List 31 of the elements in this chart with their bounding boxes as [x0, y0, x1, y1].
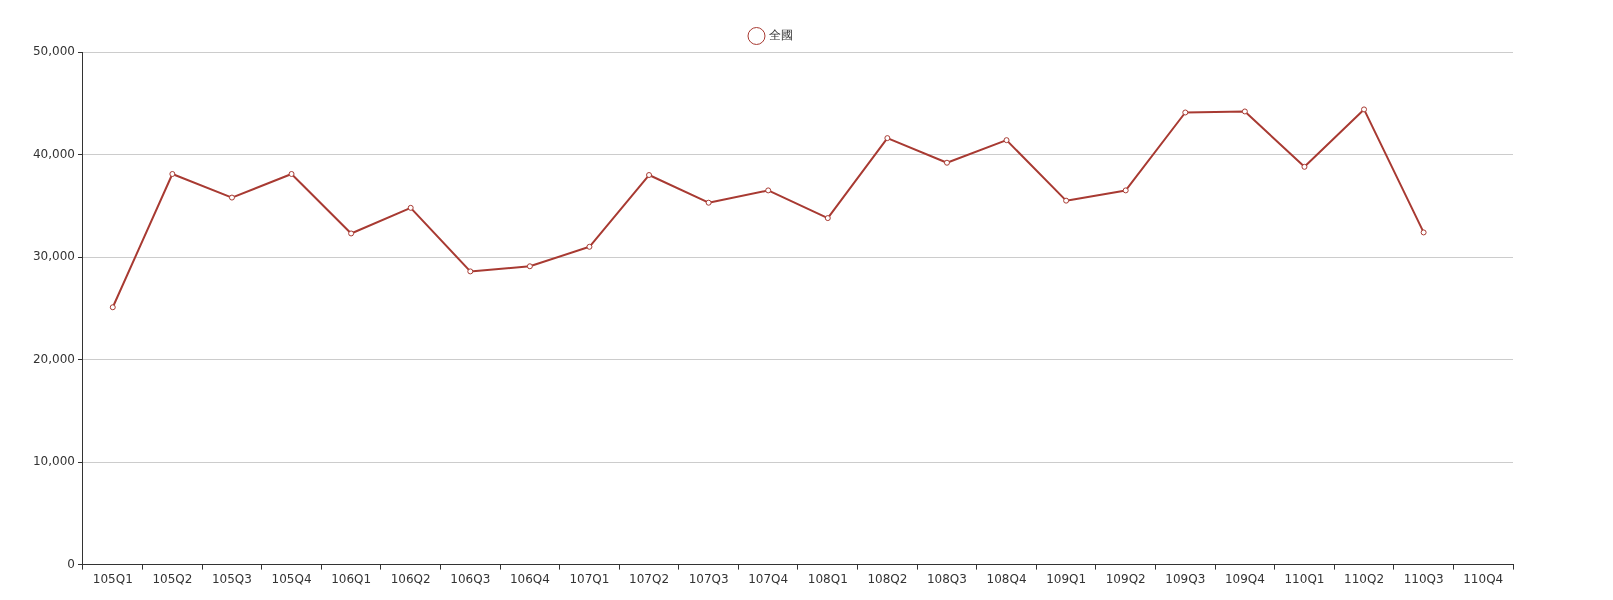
y-tick-label: 30,000: [32, 249, 75, 264]
x-tick-label: 109Q1: [1046, 571, 1087, 586]
x-tick-label: 110Q2: [1344, 571, 1385, 586]
x-tick-label: 110Q3: [1403, 571, 1444, 586]
x-tick-label: 108Q1: [807, 571, 848, 586]
y-tick-label: 10,000: [32, 454, 75, 469]
x-tick-label: 110Q4: [1463, 571, 1504, 586]
x-tick-label: 106Q1: [331, 571, 372, 586]
x-tick-label: 109Q3: [1165, 571, 1206, 586]
x-tick-label: 109Q4: [1224, 571, 1265, 586]
y-tick-label: 20,000: [32, 351, 75, 366]
x-tick-label: 107Q4: [748, 571, 789, 586]
x-tick-label: 107Q2: [629, 571, 670, 586]
x-tick-label: 109Q2: [1105, 571, 1146, 586]
x-tick-label: 108Q3: [926, 571, 967, 586]
legend-label: 全國: [768, 28, 793, 43]
x-tick-label: 108Q2: [867, 571, 908, 586]
y-tick-label: 40,000: [32, 146, 75, 161]
x-tick-label: 107Q1: [569, 571, 610, 586]
x-tick-label: 107Q3: [688, 571, 729, 586]
x-tick-label: 110Q1: [1284, 571, 1325, 586]
x-tick-label: 105Q2: [152, 571, 193, 586]
x-tick-label: 105Q3: [211, 571, 252, 586]
x-tick-label: 108Q4: [986, 571, 1027, 586]
y-tick-label: 50,000: [32, 44, 75, 59]
x-tick-label: 105Q1: [92, 571, 133, 586]
x-tick-label: 106Q3: [450, 571, 491, 586]
x-tick-label: 105Q4: [271, 571, 312, 586]
y-tick-label: 0: [67, 556, 75, 571]
x-tick-label: 106Q2: [390, 571, 431, 586]
x-tick-label: 106Q4: [509, 571, 550, 586]
